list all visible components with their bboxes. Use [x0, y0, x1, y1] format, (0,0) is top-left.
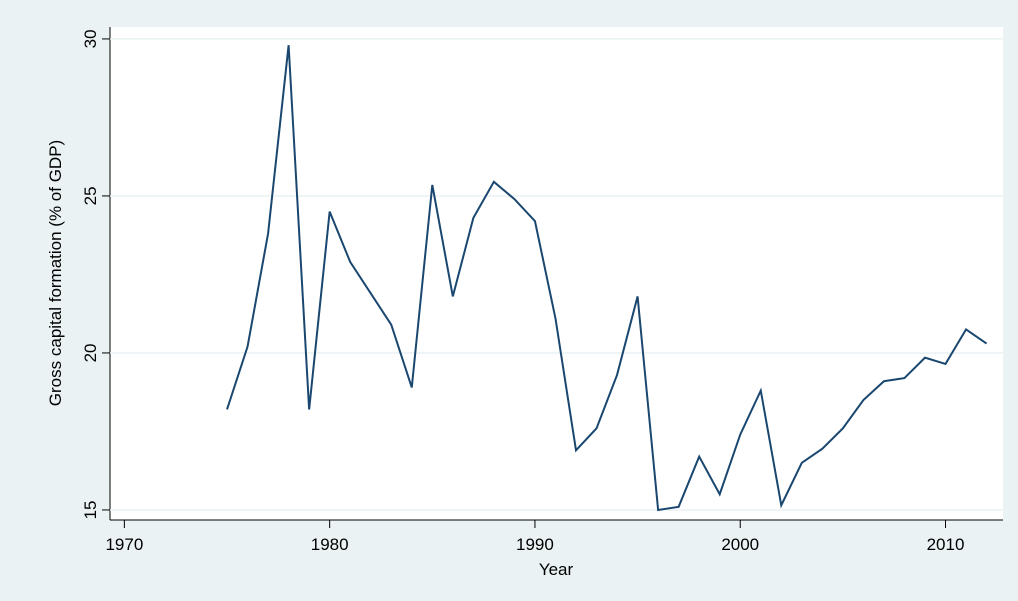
x-axis-label: Year — [539, 560, 574, 579]
data-line — [226, 45, 988, 512]
y-tick-label: 20 — [81, 343, 100, 362]
x-tick-label: 1970 — [105, 535, 143, 554]
x-tick-label: 2010 — [927, 535, 965, 554]
x-tick-label: 1990 — [516, 535, 554, 554]
y-tick-label: 15 — [81, 500, 100, 519]
x-tick-label: 2000 — [721, 535, 759, 554]
y-tick-label: 25 — [81, 186, 100, 205]
plot-area — [110, 27, 1003, 520]
y-tick-label: 30 — [81, 29, 100, 48]
x-tick-label: 1980 — [311, 535, 349, 554]
y-axis-label: Gross capital formation (% of GDP) — [46, 140, 65, 406]
